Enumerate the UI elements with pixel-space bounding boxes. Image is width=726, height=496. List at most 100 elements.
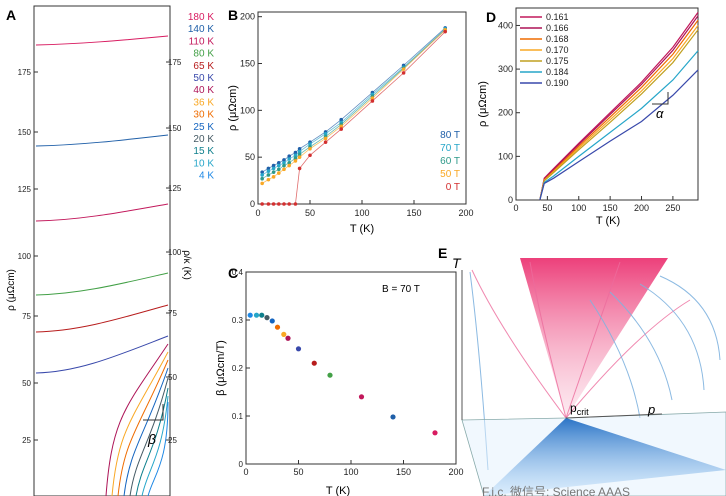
panel-d-x-tick-label: 100 — [571, 203, 586, 213]
panel-a-legend-entry: 25 K — [193, 122, 214, 133]
panel-b-point — [282, 202, 286, 206]
panel-b-point — [323, 136, 328, 141]
alpha-label: α — [656, 106, 664, 121]
panel-d-series-line — [539, 15, 699, 201]
panel-c-ylabel: β (μΩcm/T) — [215, 340, 227, 396]
panel-b-point — [287, 154, 292, 159]
panel-b-ticks: 0 50 100 150 200 0 50 100 150 200 — [240, 12, 474, 218]
panel-b-point — [287, 202, 292, 206]
panel-d-ticks: 0 50 100 150 200 250 0 100 200 300 400 — [498, 20, 680, 213]
panel-b-point — [277, 171, 281, 175]
pink-arcs — [471, 261, 691, 419]
panel-b-x-tick-label: 150 — [406, 208, 421, 218]
panel-d-legend-entry: 0.184 — [546, 67, 569, 77]
panel-b-point — [287, 163, 292, 168]
panel-b-point — [339, 124, 344, 129]
panel-a-right-tick-label: 150 — [168, 124, 182, 133]
panel-a-left-tick-label: 75 — [22, 312, 31, 321]
panel-b-series-line — [262, 31, 446, 205]
panel-b-point — [277, 202, 281, 206]
panel-b-x-tick-label: 200 — [458, 208, 473, 218]
panel-d-legend-entry: 0.168 — [546, 34, 569, 44]
panel-a-label: A — [6, 7, 16, 23]
panel-c-point — [432, 430, 438, 436]
beta-label: β — [147, 431, 156, 447]
panel-c-point — [390, 414, 396, 420]
panel-a-curves — [35, 35, 169, 496]
panel-b-point — [297, 155, 302, 159]
panel-d-series-line — [539, 12, 699, 201]
panel-c-annotation: B = 70 T — [382, 284, 420, 295]
panel-c-point — [295, 346, 302, 352]
panel-d-x-tick-label: 250 — [665, 203, 680, 213]
panel-b-point — [293, 156, 298, 160]
panel-b-series-line — [261, 27, 446, 173]
panel-b-point — [266, 173, 271, 177]
panel-a-right-tick-label: 125 — [168, 184, 182, 193]
panel-b-legend: 80 T 70 T 60 T 50 T 0 T — [440, 130, 460, 193]
panel-a-right-tick-label: 50 — [168, 373, 177, 382]
panel-a-left-tick-label: 50 — [22, 379, 31, 388]
panel-b-point — [339, 127, 344, 131]
panel-d-frame — [515, 7, 699, 201]
panel-c-point — [281, 331, 287, 337]
beta-slope-marker — [143, 404, 164, 421]
panel-c-point — [269, 318, 275, 324]
panel-b-y-tick-label: 100 — [240, 105, 255, 115]
panel-b-y-tick-label: 50 — [245, 152, 255, 162]
panel-b-point — [297, 152, 302, 157]
panel-b-point — [266, 177, 271, 182]
panel-b-point — [308, 146, 312, 151]
panel-a-legend-entry: 80 K — [193, 49, 214, 60]
panel-b-point — [277, 163, 281, 168]
panel-b-point — [443, 29, 448, 34]
panel-d-x-tick-label: 200 — [634, 203, 649, 213]
panel-b-point — [323, 131, 328, 136]
panel-b-point — [293, 150, 298, 155]
panel-c-point — [327, 372, 333, 378]
panel-a-curve — [35, 203, 169, 222]
panel-a-right-ticks: 25 50 75 100 125 150 175 — [166, 58, 182, 445]
panel-b-point — [271, 170, 276, 174]
panel-e-axis-p: p — [647, 402, 655, 417]
panel-b-point — [293, 153, 298, 158]
panel-b-point — [277, 167, 281, 172]
panel-a-right-tick-label: 75 — [168, 309, 177, 318]
panel-b-y-tick-label: 200 — [240, 12, 255, 22]
panel-a-ylabel-right: ρ/κ (K) — [181, 250, 192, 280]
panel-a-legend-entry: 50 K — [193, 73, 214, 84]
panel-b-legend-entry: 70 T — [440, 143, 460, 154]
panel-b-point — [293, 159, 298, 163]
panel-d-y-tick-label: 400 — [498, 20, 513, 30]
panel-c-point — [247, 312, 253, 318]
panel-c-point — [311, 360, 317, 366]
panel-a-left-tick-label: 150 — [18, 128, 32, 137]
panel-b-point — [277, 160, 281, 165]
panel-b-xlabel: T (K) — [350, 223, 374, 235]
panel-b-legend-entry: 60 T — [440, 156, 460, 167]
panel-a-curve — [111, 351, 169, 496]
panel-a-left-tick-label: 125 — [18, 185, 32, 194]
panel-c-y-tick-label: 0.4 — [232, 268, 244, 277]
panel-c-x-tick-label: 150 — [396, 467, 411, 477]
panel-b-legend-entry: 50 T — [440, 169, 460, 180]
panel-a-legend-entry: 30 K — [193, 110, 214, 121]
panel-a-curve — [35, 134, 169, 147]
panel-b-marks — [260, 26, 448, 206]
panel-c-point — [358, 394, 365, 400]
panel-d-y-tick-label: 0 — [508, 195, 513, 205]
panel-a-curve — [147, 401, 169, 496]
panel-d-x-tick-label: 0 — [513, 203, 518, 213]
panel-b-point — [266, 169, 271, 174]
panel-b-x-tick-label: 50 — [305, 208, 315, 218]
panel-b-point — [297, 149, 302, 154]
panel-c-x-tick-label: 100 — [343, 467, 358, 477]
panel-c-point — [259, 312, 265, 318]
panel-c-y-tick-label: 0 — [239, 460, 244, 469]
panel-d-legend-entry: 0.190 — [546, 78, 569, 88]
panel-b-point — [370, 96, 375, 100]
panel-a-legend-entry: 4 K — [199, 171, 214, 182]
panel-d-y-tick-label: 100 — [498, 151, 513, 161]
